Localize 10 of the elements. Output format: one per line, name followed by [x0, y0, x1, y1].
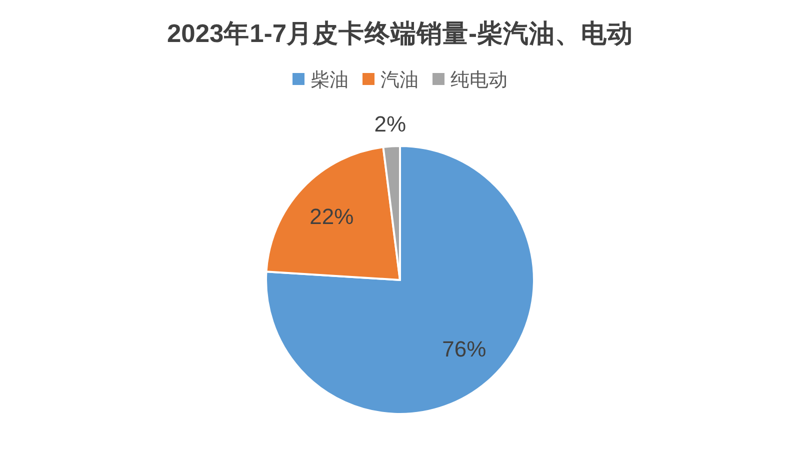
data-label: 2%	[374, 112, 406, 137]
legend-item: 柴油	[292, 70, 348, 91]
legend-label: 纯电动	[450, 70, 508, 91]
data-label: 22%	[310, 204, 354, 229]
legend-item: 纯电动	[432, 70, 508, 91]
title: 2023年1-7月皮卡终端销量-柴汽油、电动	[166, 20, 634, 48]
legend-label: 柴油	[310, 70, 348, 91]
data-label: 76%	[442, 336, 486, 362]
legend-label: 汽油	[380, 70, 418, 91]
legend-item: 汽油	[362, 70, 418, 91]
